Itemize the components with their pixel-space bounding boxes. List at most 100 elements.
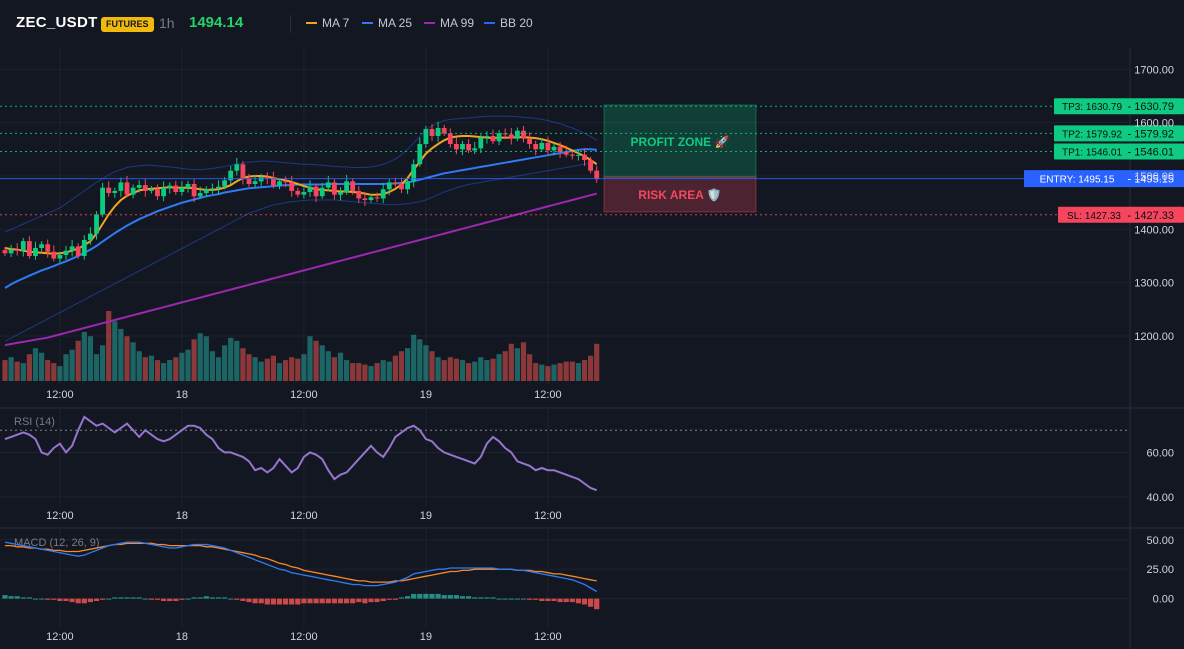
volume-bar (100, 345, 106, 381)
x-tick-label: 18 (176, 631, 188, 643)
volume-bar (87, 336, 93, 381)
macd-histogram-bar (453, 595, 459, 599)
x-tick-label: 12:00 (290, 631, 318, 643)
macd-histogram-bar (575, 598, 581, 604)
volume-bar (441, 360, 447, 381)
candle-body (423, 129, 429, 144)
candle-body (106, 187, 112, 193)
legend-ma25[interactable]: MA 25 (362, 16, 412, 30)
candle-body (39, 244, 44, 248)
level-price-tag: - 1579.92 (1128, 128, 1174, 140)
macd-histogram-bar (209, 597, 215, 599)
x-tick-label: 18 (176, 389, 188, 401)
bb-lower-line (4, 161, 597, 342)
bb-upper-line (4, 115, 597, 233)
candle-body (283, 181, 288, 183)
legend-swatch-ma99 (424, 22, 435, 24)
price-levels: TP3: 1630.79 - 1630.79 TP2: 1579.92 - 1579.… (0, 98, 1184, 223)
volume-bar (356, 363, 362, 381)
macd-histogram-bar (362, 598, 368, 604)
volume-bar (264, 358, 270, 381)
macd-histogram-bar (246, 598, 252, 603)
candle-body (557, 146, 563, 152)
volume-bar (337, 352, 344, 381)
price-tick-label: 1700.00 (1134, 64, 1174, 76)
volume-bar (344, 360, 350, 381)
x-tick-label: 12:00 (46, 631, 74, 643)
macd-histogram-bar (368, 598, 374, 603)
volume-bar (276, 363, 283, 381)
volume-bar (459, 360, 466, 381)
macd-histogram-bar (533, 598, 539, 600)
legend-bb20[interactable]: BB 20 (484, 16, 533, 30)
candle-body (118, 182, 124, 191)
macd-histogram-bar (496, 598, 502, 600)
volume-bar (252, 357, 258, 381)
candle-body (368, 197, 374, 200)
candle-body (484, 136, 490, 138)
level-badge (1054, 98, 1184, 115)
volume-bar (508, 343, 514, 381)
candle-body (307, 186, 313, 192)
macd-histogram-bar (203, 596, 209, 599)
candle-body (533, 144, 539, 150)
macd-histogram-bar (331, 598, 337, 604)
profit-zone-label: PROFIT ZONE 🚀 (631, 135, 730, 149)
macd-signal-line (5, 542, 597, 583)
level-price-tag: - 1630.79 (1128, 101, 1174, 113)
volume-bar (106, 311, 112, 381)
candle-body (350, 181, 356, 191)
volume-bar (380, 360, 386, 381)
x-tick-label: 12:00 (290, 510, 318, 522)
macd-histogram-bar (264, 598, 270, 605)
volume-bar (423, 345, 429, 381)
price-tick-label: 1500.00 (1134, 171, 1174, 183)
symbol-name[interactable]: ZEC_USDT (16, 14, 98, 31)
volume-bar (429, 351, 435, 381)
macd-histogram-bar (423, 593, 429, 599)
volume-bar (319, 345, 325, 381)
legend-swatch-ma7 (306, 22, 317, 24)
legend-ma7[interactable]: MA 7 (306, 16, 349, 30)
macd-histogram-bar (106, 598, 112, 600)
macd-histogram-bar (179, 598, 185, 600)
macd-histogram-bar (2, 595, 8, 599)
macd-histogram-bar (472, 597, 478, 599)
volume-bar (386, 361, 392, 381)
x-tick-label: 19 (420, 631, 432, 643)
candle-body (94, 214, 99, 234)
macd-histogram-bar (75, 598, 81, 604)
macd-histogram-bar (118, 597, 124, 599)
macd-histogram-bar (344, 598, 350, 604)
volume-bar (215, 357, 222, 381)
x-tick-label: 12:00 (46, 510, 74, 522)
macd-histogram-bar (276, 598, 283, 605)
volume-bar (179, 352, 185, 381)
volume-bar (514, 348, 520, 381)
macd-histogram-bar (417, 593, 423, 599)
candle-body (167, 185, 173, 188)
macd-histogram-bar (258, 598, 264, 604)
volume-bars (2, 311, 600, 381)
volume-bar (32, 348, 39, 381)
candle-body (179, 187, 185, 192)
volume-bar (289, 357, 295, 381)
macd-histogram-bar (57, 598, 63, 601)
volume-bar (14, 361, 20, 381)
volume-bar (222, 345, 228, 381)
macd-histogram-bar (527, 598, 533, 600)
candle-body (33, 248, 38, 256)
macd-histogram-bar (185, 598, 191, 600)
price-tick-label: 1400.00 (1134, 224, 1174, 236)
candle-body (490, 136, 496, 142)
macd-histogram-bar (581, 598, 588, 605)
macd-histogram-bar (100, 598, 106, 600)
candle-body (51, 251, 57, 259)
timeframe-label[interactable]: 1h (159, 15, 175, 31)
volume-bar (173, 357, 179, 381)
legend-ma99[interactable]: MA 99 (424, 16, 474, 30)
candle-body (252, 181, 258, 184)
volume-bar (435, 357, 441, 381)
volume-bar (496, 354, 502, 381)
